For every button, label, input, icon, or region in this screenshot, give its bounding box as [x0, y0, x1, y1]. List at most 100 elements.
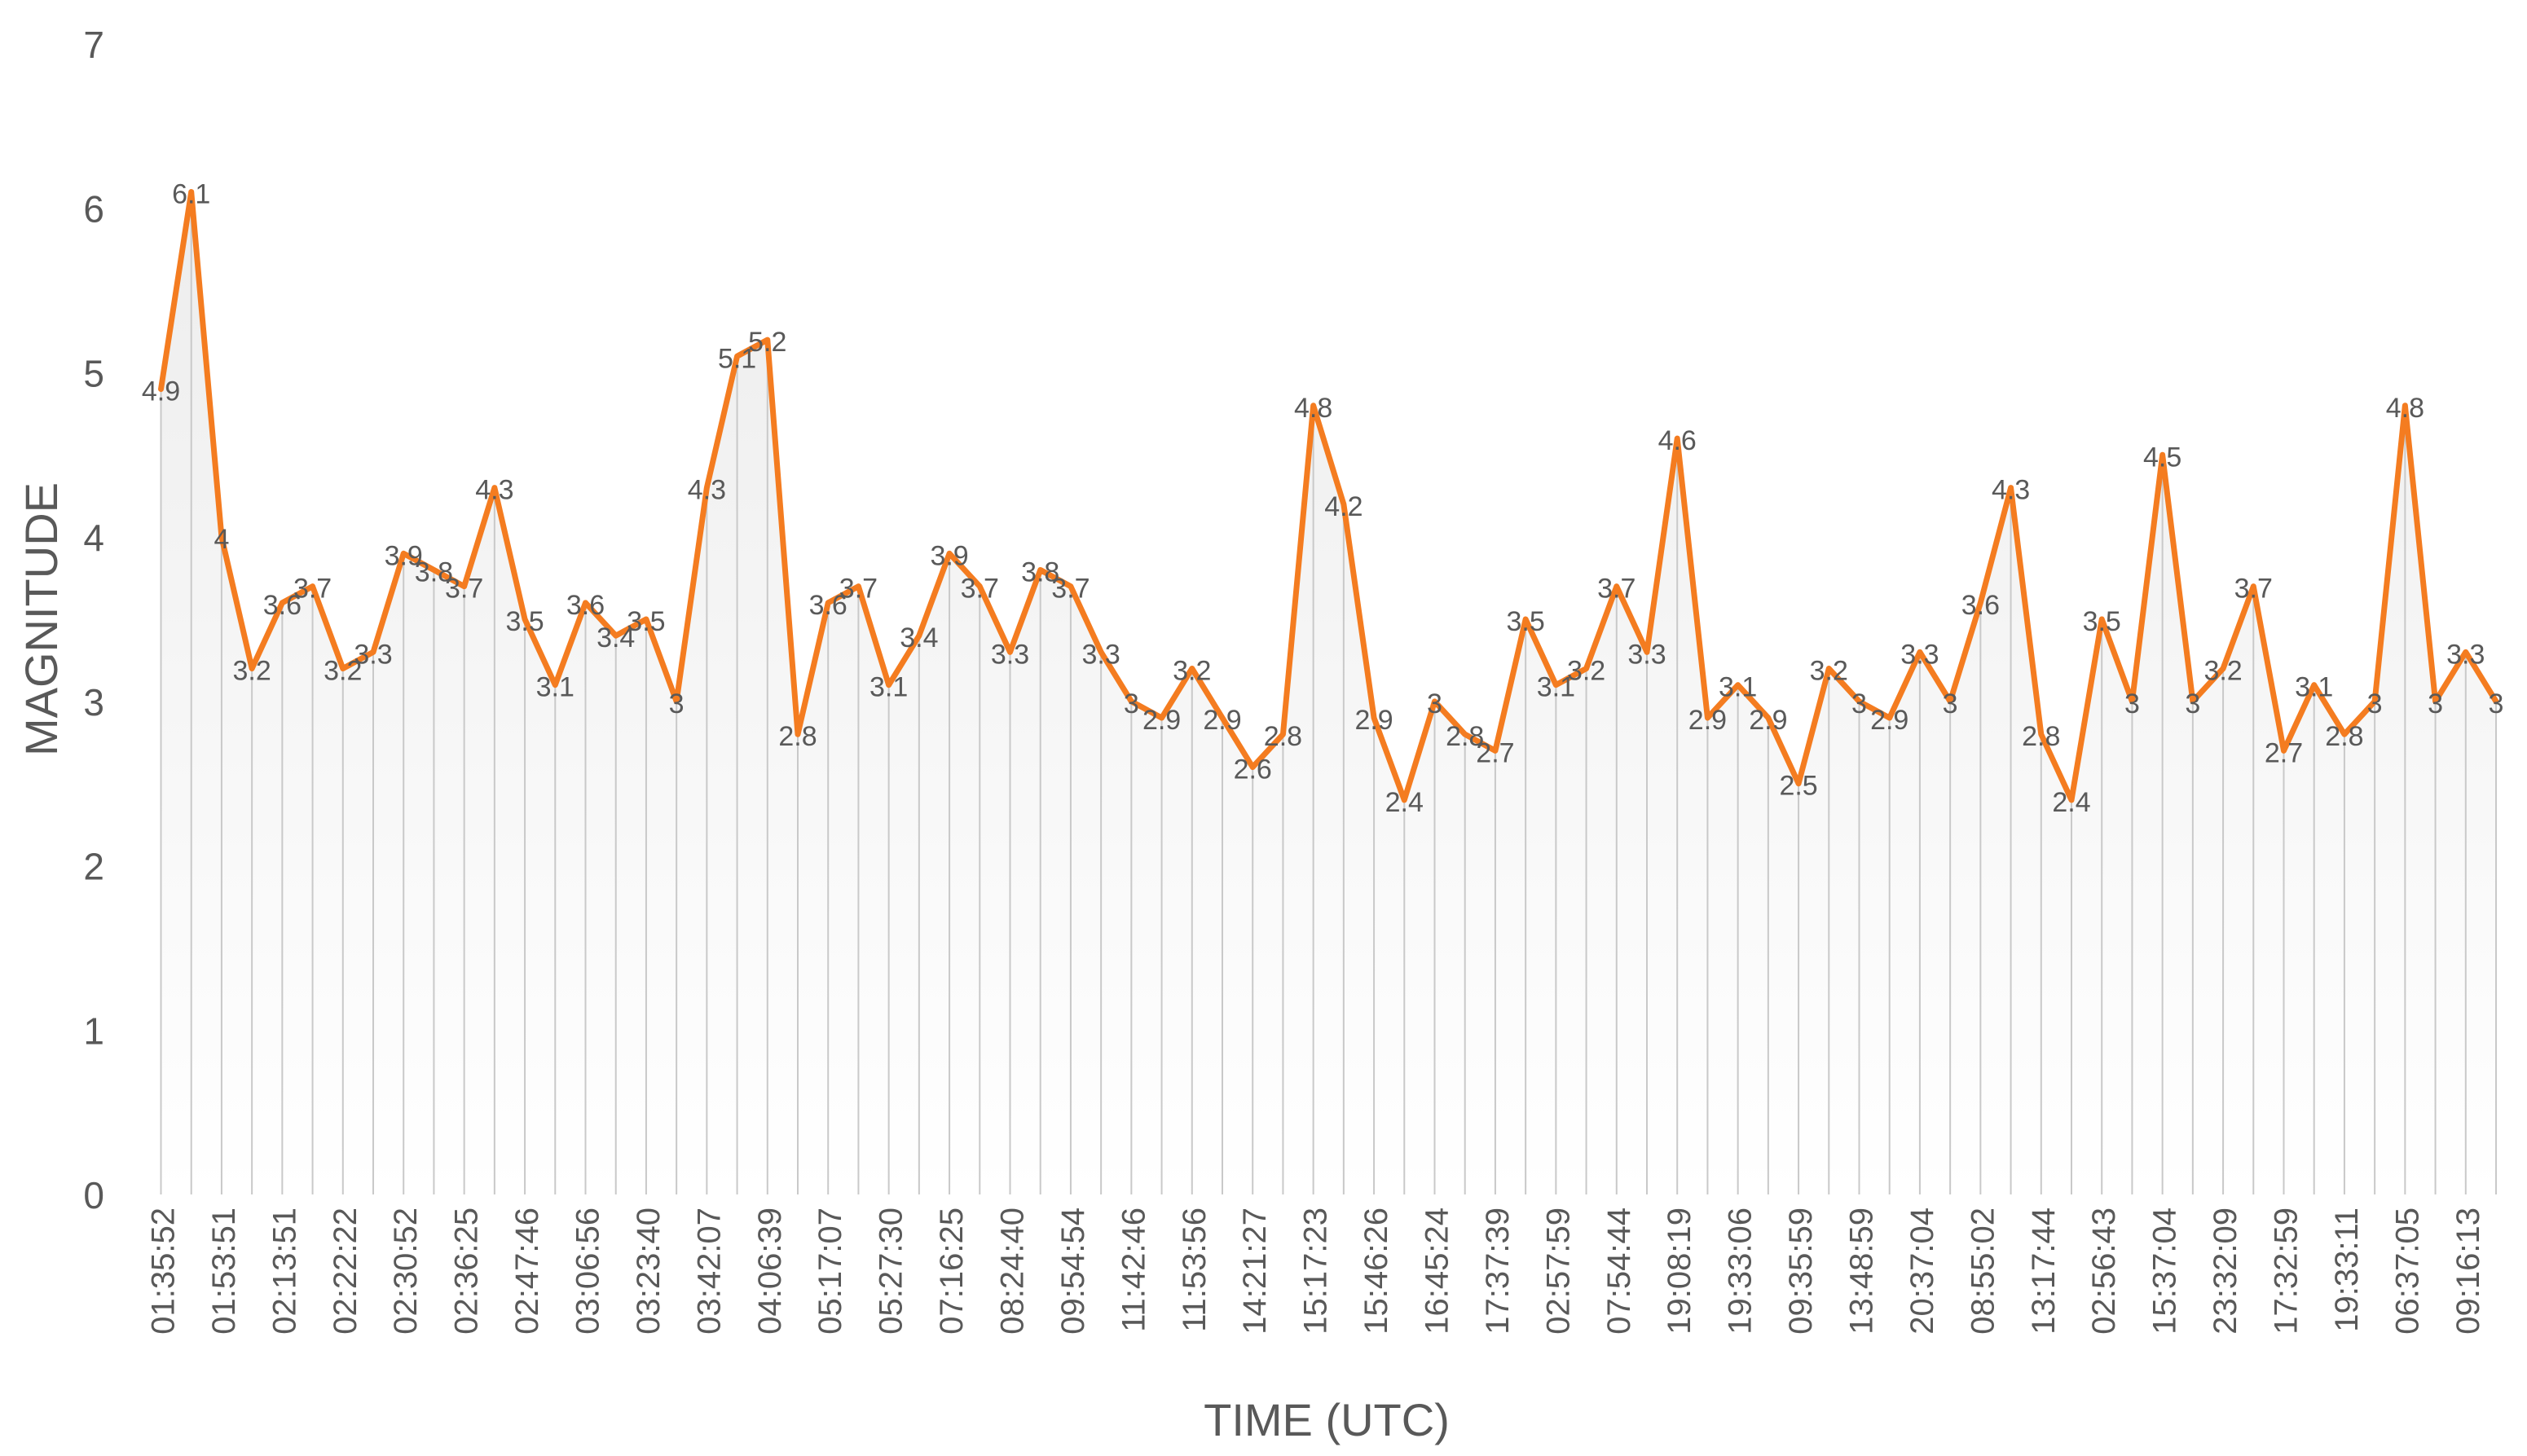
- data-label: 4.6: [1658, 425, 1697, 456]
- data-label: 4: [214, 524, 229, 555]
- data-label: 3.1: [536, 672, 575, 703]
- x-tick-label: 02:22:22: [328, 1207, 363, 1335]
- area-shape: [161, 191, 2496, 1195]
- x-tick-label: 09:54:54: [1055, 1207, 1091, 1335]
- x-tick-label: 15:46:26: [1358, 1207, 1394, 1335]
- data-label: 3.6: [1961, 590, 2000, 621]
- x-tick-label: 17:37:39: [1480, 1207, 1516, 1335]
- y-tick-label: 0: [83, 1174, 104, 1216]
- data-label: 3.7: [2234, 574, 2273, 605]
- x-tick-label: 03:42:07: [691, 1207, 727, 1335]
- data-label: 4.8: [1294, 393, 1332, 424]
- data-label: 5.1: [718, 343, 756, 374]
- data-label: 2.9: [1870, 705, 1908, 736]
- x-tick-label: 17:32:59: [2269, 1207, 2305, 1335]
- x-tick-label: 02:36:25: [449, 1207, 485, 1335]
- data-label: 3: [1943, 688, 1958, 719]
- data-label: 2.8: [2022, 721, 2060, 752]
- data-label: 3.2: [324, 656, 362, 687]
- data-label: 3: [2124, 688, 2140, 719]
- data-label: 3.3: [1627, 639, 1666, 670]
- data-label: 3: [669, 688, 685, 719]
- data-label: 3.7: [1051, 574, 1090, 605]
- y-tick-label: 4: [83, 517, 104, 559]
- data-label: 2.4: [2052, 787, 2090, 818]
- x-tick-label: 03:23:40: [631, 1207, 667, 1335]
- data-label: 3: [2185, 688, 2200, 719]
- x-tick-label: 02:13:51: [266, 1207, 302, 1335]
- data-label: 2.9: [1688, 705, 1727, 736]
- x-tick-label: 09:16:13: [2450, 1207, 2486, 1335]
- x-tick-label: 23:32:09: [2208, 1207, 2243, 1335]
- x-tick-label: 19:33:11: [2329, 1207, 2365, 1332]
- data-label: 3.7: [1597, 574, 1636, 605]
- x-tick-label: 11:53:56: [1177, 1207, 1213, 1332]
- data-label: 3.3: [1082, 639, 1120, 670]
- x-tick-label: 11:42:46: [1116, 1207, 1151, 1332]
- data-label: 2.9: [1354, 705, 1393, 736]
- data-label: 2.8: [1446, 721, 1484, 752]
- data-label: 4.3: [475, 475, 513, 506]
- data-label: 3.5: [2083, 606, 2121, 637]
- x-tick-label: 03:06:56: [570, 1207, 606, 1335]
- data-label: 3.4: [597, 622, 635, 653]
- data-label: 3: [2428, 688, 2443, 719]
- x-tick-label: 04:06:39: [752, 1207, 788, 1335]
- data-label: 4.5: [2143, 442, 2181, 473]
- data-label: 3.9: [385, 540, 423, 571]
- data-label: 3.7: [293, 574, 332, 605]
- x-tick-label: 15:17:23: [1298, 1207, 1334, 1335]
- x-tick-label: 19:33:06: [1723, 1207, 1759, 1335]
- data-label: 3.5: [1507, 606, 1545, 637]
- series-line-layer: [158, 189, 2499, 803]
- x-tick-label: 14:21:27: [1237, 1207, 1273, 1335]
- data-label: 3.8: [415, 556, 453, 587]
- data-label: 5.2: [748, 327, 786, 358]
- data-label: 3.5: [627, 606, 665, 637]
- data-label: 3.3: [1900, 639, 1939, 670]
- data-labels: 4.96.143.23.63.73.23.33.93.83.74.33.53.1…: [142, 179, 2504, 818]
- x-tick-label: 16:45:24: [1420, 1207, 1455, 1335]
- data-label: 2.9: [1142, 705, 1181, 736]
- x-tick-label: 05:17:07: [812, 1207, 848, 1335]
- data-label: 4.3: [1992, 475, 2030, 506]
- y-tick-label: 7: [83, 24, 104, 66]
- data-label: 3.2: [1567, 656, 1605, 687]
- x-tick-label: 02:30:52: [388, 1207, 424, 1335]
- drop-lines: [160, 191, 2497, 1194]
- x-tick-label: 02:57:59: [1540, 1207, 1576, 1335]
- x-tick-label: 01:53:51: [206, 1207, 242, 1335]
- data-label: 3: [1851, 688, 1867, 719]
- data-label: 6.1: [172, 179, 210, 210]
- data-label: 3.2: [233, 656, 271, 687]
- y-tick-label: 3: [83, 681, 104, 724]
- x-tick-label: 20:37:04: [1904, 1207, 1940, 1335]
- data-label: 3: [1427, 688, 1442, 719]
- x-tick-label: 07:54:44: [1601, 1207, 1637, 1335]
- data-label: 3.1: [869, 672, 908, 703]
- x-tick-label: 09:35:59: [1783, 1207, 1819, 1335]
- data-label: 3.2: [2203, 656, 2242, 687]
- x-tick-label: 13:48:59: [1844, 1207, 1880, 1335]
- x-axis-title: TIME (UTC): [1204, 1394, 1450, 1445]
- x-tick-label: 13:17:44: [2026, 1207, 2062, 1335]
- data-label: 2.7: [2265, 737, 2303, 768]
- data-label: 2.9: [1203, 705, 1241, 736]
- data-label: 3: [2489, 688, 2504, 719]
- data-label: 3.9: [930, 540, 968, 571]
- y-axis-title: MAGNITUDE: [15, 482, 67, 756]
- data-label: 2.6: [1234, 754, 1272, 785]
- area-fill: [161, 191, 2496, 1195]
- data-label: 3.7: [445, 574, 483, 605]
- data-label: 2.7: [1476, 737, 1514, 768]
- data-label: 3.1: [1537, 672, 1575, 703]
- data-label: 4.9: [142, 376, 180, 407]
- data-label: 3.6: [566, 590, 605, 621]
- data-label: 4.8: [2386, 393, 2424, 424]
- data-label: 4.3: [688, 475, 726, 506]
- data-label: 3.3: [991, 639, 1029, 670]
- data-label: 2.9: [1749, 705, 1787, 736]
- y-tick-label: 6: [83, 188, 104, 231]
- x-tick-label: 05:27:30: [874, 1207, 909, 1335]
